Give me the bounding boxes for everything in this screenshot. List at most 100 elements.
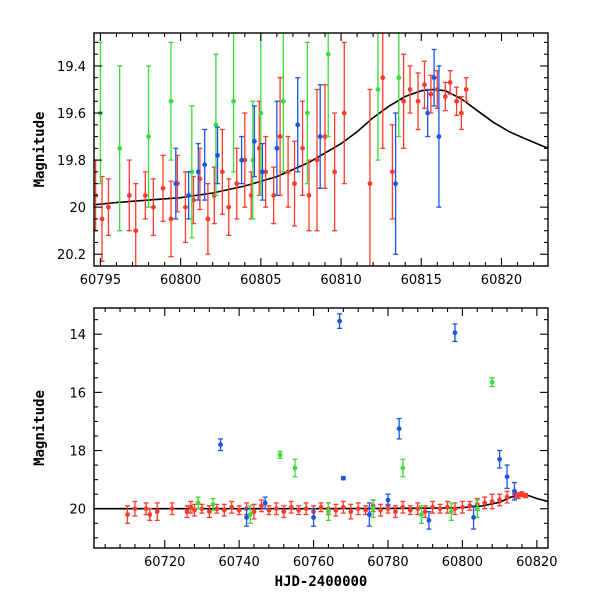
data-point-red <box>221 503 227 517</box>
data-marker <box>205 216 211 222</box>
x-tick-label: 60800 <box>442 555 483 570</box>
data-point-red <box>415 72 421 131</box>
data-marker <box>407 507 413 513</box>
data-point-red <box>428 74 434 114</box>
y-tick-label: 20 <box>69 503 86 518</box>
top-light-curve-panel: 60795 60800 60805 60810 60815 60820 19.4 19.6 19… <box>32 32 549 288</box>
data-point-red <box>445 500 451 514</box>
data-marker <box>218 442 223 448</box>
data-marker <box>271 192 277 198</box>
data-marker <box>273 506 279 512</box>
data-point-red <box>389 124 395 220</box>
data-point-red <box>392 505 398 519</box>
data-marker <box>519 491 525 497</box>
data-marker <box>258 110 264 116</box>
data-marker <box>332 169 338 175</box>
data-marker <box>340 504 346 510</box>
data-marker <box>400 465 406 471</box>
data-marker <box>442 94 448 99</box>
data-marker <box>325 51 331 57</box>
data-point-red <box>380 33 386 149</box>
bottom-light-curve-panel: 60720 60740 60760 60780 60800 60820 14 16 18 20 Ma… <box>32 307 558 590</box>
data-point-red <box>341 41 347 185</box>
data-point-red <box>273 502 279 516</box>
data-marker <box>168 98 174 104</box>
data-point-red <box>99 175 105 262</box>
data-marker <box>367 181 373 187</box>
data-point-blue <box>186 171 192 220</box>
data-point-blue <box>436 65 442 208</box>
data-marker <box>415 98 421 104</box>
data-marker <box>314 157 320 163</box>
data-point-red <box>504 490 510 504</box>
data-point-red <box>489 493 495 510</box>
data-marker <box>195 500 201 506</box>
data-marker <box>489 379 495 385</box>
data-marker <box>400 504 406 510</box>
data-point-green <box>400 458 406 478</box>
data-marker <box>322 134 328 139</box>
data-point-blue <box>512 481 518 501</box>
data-marker <box>385 497 391 503</box>
data-marker <box>385 506 391 512</box>
data-marker <box>523 493 529 499</box>
data-point-green <box>280 33 286 173</box>
data-point-red <box>407 65 413 114</box>
data-marker <box>236 507 242 513</box>
data-marker <box>311 515 316 520</box>
data-marker <box>512 488 517 494</box>
data-marker <box>447 80 453 85</box>
plot-area <box>94 313 548 530</box>
data-marker <box>415 506 421 512</box>
data-marker <box>454 98 459 104</box>
data-point-red <box>363 505 369 516</box>
y-tick-label: 16 <box>69 386 86 401</box>
data-marker <box>150 204 156 210</box>
y-tick-label: 20.2 <box>57 248 86 263</box>
data-marker <box>184 509 190 515</box>
data-point-blue <box>497 449 503 469</box>
data-point-blue <box>504 464 510 490</box>
data-marker <box>274 145 280 151</box>
data-point-green <box>231 33 237 173</box>
series-green <box>97 33 402 239</box>
data-marker <box>213 122 219 128</box>
data-point-green <box>474 499 480 519</box>
data-point-blue <box>393 112 399 255</box>
data-marker <box>266 507 272 513</box>
data-marker <box>132 506 138 512</box>
data-point-red <box>251 503 257 520</box>
data-point-red <box>463 77 469 102</box>
data-marker <box>337 318 343 324</box>
data-point-red <box>303 502 309 516</box>
data-marker <box>419 512 424 517</box>
data-point-green <box>213 53 219 197</box>
x-tick-label: 60810 <box>320 273 361 288</box>
data-marker <box>482 500 488 506</box>
data-point-red <box>266 505 272 516</box>
data-point-red <box>415 502 421 516</box>
data-marker <box>452 330 458 336</box>
data-point-red <box>454 86 460 117</box>
data-marker <box>189 169 195 175</box>
data-point-red <box>154 502 160 522</box>
data-point-green <box>210 497 216 511</box>
data-point-red <box>236 505 242 516</box>
data-point-red <box>132 500 138 517</box>
data-marker <box>304 110 310 116</box>
data-point-green <box>247 505 253 524</box>
data-point-red <box>458 95 464 131</box>
x-tick-label: 60780 <box>367 555 408 570</box>
data-marker <box>300 145 305 151</box>
data-point-red <box>300 100 306 197</box>
data-marker <box>154 509 160 515</box>
data-marker <box>234 181 240 187</box>
data-point-red <box>205 182 211 255</box>
data-point-red <box>367 88 373 266</box>
data-point-red <box>459 500 465 514</box>
data-point-blue <box>452 323 458 343</box>
data-point-red <box>322 84 328 189</box>
data-point-green <box>418 505 424 524</box>
data-marker <box>407 87 413 92</box>
data-marker <box>188 504 194 510</box>
